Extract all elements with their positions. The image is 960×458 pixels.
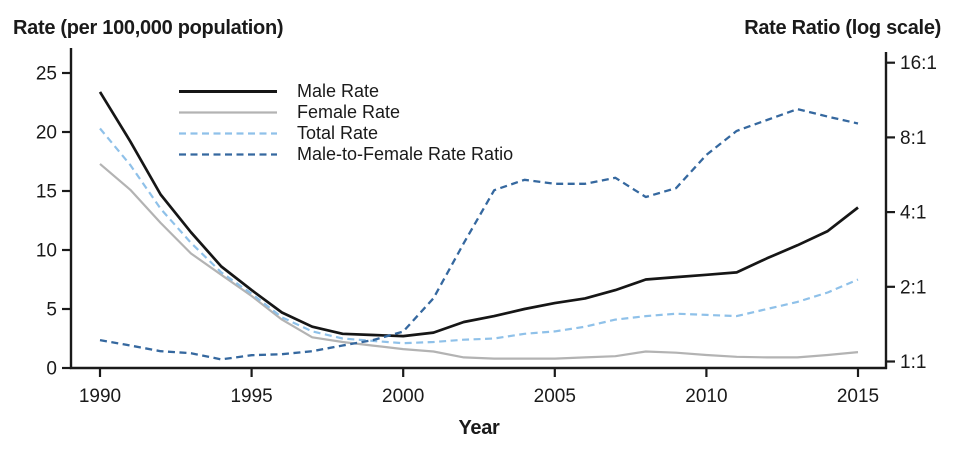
right-tick-label: 2:1: [900, 277, 926, 298]
left-tick-label: 5: [46, 300, 57, 321]
male-rate-swatch-line: [179, 90, 277, 93]
axis-ticks: [62, 61, 895, 377]
x-tick-label: 1995: [230, 386, 272, 407]
legend: Male Rate Female Rate Total Rate Male-to…: [178, 81, 513, 165]
x-axis-title: Year: [458, 417, 500, 439]
legend-label: Total Rate: [297, 123, 379, 143]
legend-item-male-rate: Male Rate: [178, 81, 513, 102]
left-tick-label: 20: [36, 123, 57, 144]
legend-item-total-rate: Total Rate: [178, 123, 513, 144]
left-tick-label: 10: [36, 241, 57, 262]
x-tick-label: 2010: [685, 386, 727, 407]
total-rate-line: [99, 127, 859, 345]
x-tick-label: 2005: [534, 386, 576, 407]
axis-tick-labels: 0 5 10 15 20 25 1990 1995 2000 2005 2010 2015 16:1 8:…: [36, 53, 937, 407]
right-tick-label: 8:1: [900, 128, 926, 149]
legend-label: Male-to-Female Rate Ratio: [297, 144, 514, 164]
legend-item-female-rate: Female Rate: [178, 102, 513, 123]
left-tick-label: 15: [36, 182, 57, 203]
male-to-female-rate-ratio-line: [99, 107, 859, 361]
total-rate-swatch-line: [179, 132, 277, 135]
male-rate-line: [98, 91, 859, 338]
right-tick-label: 1:1: [900, 352, 926, 373]
left-tick-label: 0: [46, 359, 57, 380]
x-tick-label: 1990: [79, 386, 121, 407]
legend-label: Male Rate: [297, 81, 380, 101]
legend-label: Female Rate: [297, 102, 401, 122]
rate-ratio-swatch-line: [179, 153, 277, 156]
legend-item-rate-ratio: Male-to-Female Rate Ratio: [178, 144, 513, 165]
left-tick-label: 25: [36, 64, 57, 85]
right-tick-label: 16:1: [900, 53, 937, 74]
x-tick-label: 2015: [837, 386, 879, 407]
left-axis-title: Rate (per 100,000 population): [13, 17, 284, 39]
right-axis-title: Rate Ratio (log scale): [744, 17, 941, 39]
female-rate-line: [99, 163, 859, 360]
right-tick-label: 4:1: [900, 203, 926, 224]
x-tick-label: 2000: [382, 386, 424, 407]
female-rate-swatch-line: [179, 111, 277, 114]
